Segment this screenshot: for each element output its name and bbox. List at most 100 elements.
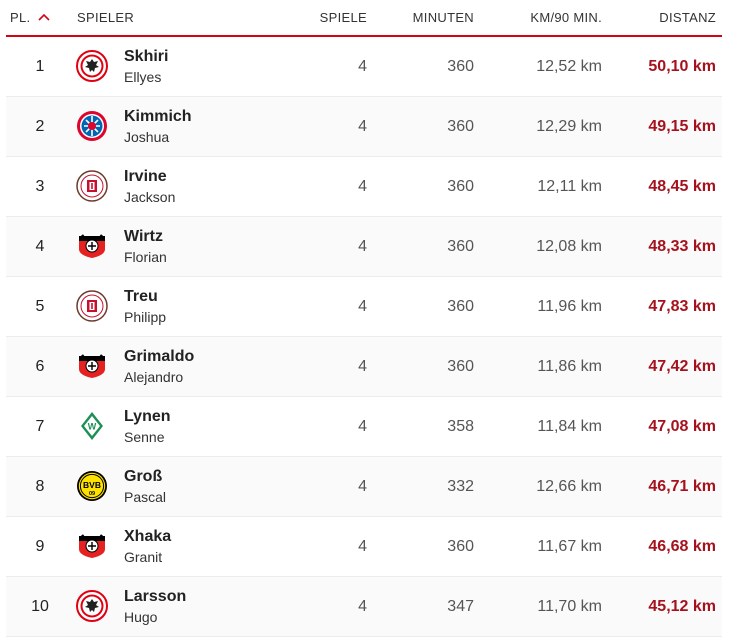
player-lastname[interactable]: Larsson [124, 588, 187, 605]
km-per-90-cell: 12,29 km [536, 118, 602, 135]
player-firstname[interactable]: Senne [124, 429, 165, 445]
table-row[interactable]: 3 Irvine Jackson 4 360 12,11 km 48,45 km [6, 157, 722, 217]
player-lastname[interactable]: Wirtz [124, 228, 163, 245]
distance-cell: 45,12 km [648, 598, 716, 615]
minutes-cell: 360 [447, 58, 474, 75]
table-row[interactable]: 7 W Lynen Senne 4 358 11,84 km 47,08 km [6, 397, 722, 457]
rank-cell: 2 [35, 118, 45, 135]
distance-cell: 48,45 km [648, 178, 716, 195]
running-distance-table: PL. SPIELER SPIELE MINUTEN KM/90 MIN. DI… [6, 0, 722, 637]
player-lastname[interactable]: Treu [124, 288, 158, 305]
table-row[interactable]: 6 Grimaldo Alejandro 4 360 11,86 km 47,42 km [6, 337, 722, 397]
player-firstname[interactable]: Granit [124, 549, 163, 565]
werder-bremen-logo[interactable]: W [76, 410, 108, 442]
km-per-90-cell: 12,52 km [536, 58, 602, 75]
player-lastname[interactable]: Kimmich [124, 108, 192, 125]
column-header-rank-label: PL. [10, 10, 31, 25]
player-lastname[interactable]: Grimaldo [124, 348, 195, 365]
eintracht-frankfurt-logo[interactable] [76, 50, 108, 82]
distance-cell: 46,71 km [648, 478, 716, 495]
player-lastname[interactable]: Skhiri [124, 48, 169, 65]
column-header-minutes[interactable]: MINUTEN [412, 10, 474, 25]
games-cell: 4 [358, 538, 367, 555]
table-row[interactable]: 9 Xhaka Granit 4 360 11,67 km 46,68 km [6, 517, 722, 577]
games-cell: 4 [358, 238, 367, 255]
minutes-cell: 360 [447, 178, 474, 195]
km-per-90-cell: 11,70 km [537, 598, 602, 615]
km-per-90-cell: 12,11 km [537, 178, 602, 195]
rank-cell: 8 [35, 478, 45, 495]
player-lastname[interactable]: Irvine [124, 168, 167, 185]
games-cell: 4 [358, 418, 367, 435]
table-header: PL. SPIELER SPIELE MINUTEN KM/90 MIN. DI… [6, 0, 722, 37]
eintracht-frankfurt-logo[interactable] [76, 590, 108, 622]
svg-text:BVB: BVB [83, 480, 101, 490]
distance-cell: 47,08 km [648, 418, 716, 435]
player-firstname[interactable]: Pascal [124, 489, 167, 505]
km-per-90-cell: 11,96 km [537, 298, 602, 315]
bayer-leverkusen-logo[interactable] [76, 350, 108, 382]
distance-cell: 50,10 km [648, 58, 716, 75]
fc-bayern-logo[interactable] [76, 110, 108, 142]
distance-cell: 47,83 km [648, 298, 716, 315]
minutes-cell: 360 [447, 538, 474, 555]
minutes-cell: 360 [447, 238, 474, 255]
km-per-90-cell: 11,84 km [537, 418, 602, 435]
minutes-cell: 360 [447, 118, 474, 135]
games-cell: 4 [358, 298, 367, 315]
rank-cell: 1 [35, 58, 45, 75]
games-cell: 4 [358, 58, 367, 75]
column-header-distance[interactable]: DISTANZ [659, 10, 716, 25]
distance-cell: 48,33 km [648, 238, 716, 255]
column-header-rank[interactable]: PL. [10, 10, 50, 25]
minutes-cell: 360 [447, 358, 474, 375]
player-firstname[interactable]: Alejandro [124, 369, 184, 385]
player-firstname[interactable]: Ellyes [124, 69, 162, 85]
games-cell: 4 [358, 598, 367, 615]
player-firstname[interactable]: Joshua [124, 129, 170, 145]
borussia-dortmund-logo[interactable]: BVB 09 [76, 470, 108, 502]
table-row[interactable]: 4 Wirtz Florian 4 360 12,08 km 48,33 km [6, 217, 722, 277]
minutes-cell: 360 [447, 298, 474, 315]
table-row[interactable]: 2 Kimmich Joshua 4 360 12,29 km 49,15 km [6, 97, 722, 157]
games-cell: 4 [358, 478, 367, 495]
km-per-90-cell: 12,08 km [536, 238, 602, 255]
player-lastname[interactable]: Lynen [124, 408, 171, 425]
player-firstname[interactable]: Hugo [124, 609, 158, 625]
table-row[interactable]: 1 Skhiri Ellyes 4 360 12,52 km 50,10 km [6, 37, 722, 97]
distance-cell: 46,68 km [648, 538, 716, 555]
column-header-games[interactable]: SPIELE [319, 10, 367, 25]
player-firstname[interactable]: Jackson [124, 189, 176, 205]
minutes-cell: 347 [447, 598, 474, 615]
distance-cell: 47,42 km [648, 358, 716, 375]
km-per-90-cell: 12,66 km [536, 478, 602, 495]
st-pauli-logo[interactable] [76, 290, 108, 322]
svg-text:09: 09 [89, 491, 95, 497]
svg-text:W: W [88, 422, 97, 432]
minutes-cell: 332 [447, 478, 474, 495]
minutes-cell: 358 [447, 418, 474, 435]
rank-cell: 5 [35, 298, 45, 315]
chevron-up-icon[interactable] [38, 9, 50, 24]
table-row[interactable]: 10 Larsson Hugo 4 347 11,70 km 45,12 km [6, 577, 722, 637]
player-lastname[interactable]: Groß [124, 468, 163, 485]
table-row[interactable]: 8 BVB 09 Groß Pascal 4 332 12,66 km 46,71 km [6, 457, 722, 517]
km-per-90-cell: 11,67 km [537, 538, 602, 555]
column-header-km-per-90[interactable]: KM/90 MIN. [530, 10, 602, 25]
rank-cell: 7 [35, 418, 45, 435]
bayer-leverkusen-logo[interactable] [76, 530, 108, 562]
column-header-player[interactable]: SPIELER [77, 10, 135, 25]
st-pauli-logo[interactable] [76, 170, 108, 202]
player-firstname[interactable]: Florian [124, 249, 167, 265]
rank-cell: 10 [31, 598, 49, 615]
player-lastname[interactable]: Xhaka [124, 528, 172, 545]
games-cell: 4 [358, 118, 367, 135]
rank-cell: 9 [35, 538, 45, 555]
rank-cell: 6 [35, 358, 45, 375]
bayer-leverkusen-logo[interactable] [76, 230, 108, 262]
km-per-90-cell: 11,86 km [537, 358, 602, 375]
player-firstname[interactable]: Philipp [124, 309, 167, 325]
games-cell: 4 [358, 358, 367, 375]
table-row[interactable]: 5 Treu Philipp 4 360 11,96 km 47,83 km [6, 277, 722, 337]
table-body: 1 Skhiri Ellyes 4 360 12,52 km 50,10 km 2 Kimmic… [6, 37, 722, 637]
